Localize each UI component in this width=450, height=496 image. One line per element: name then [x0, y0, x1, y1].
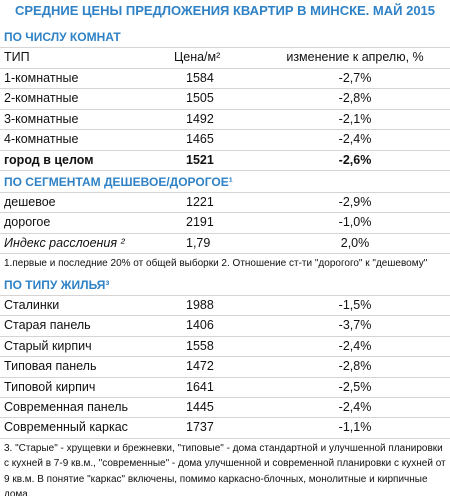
- table-cell: 1492: [186, 111, 214, 126]
- separator: [0, 170, 450, 171]
- separator: [0, 212, 450, 214]
- separator: [0, 108, 450, 110]
- table-cell: -3,7%: [338, 318, 372, 333]
- section-heading: ПО СЕГМЕНТАМ ДЕШЕВОЕ/ДОРОГОЕ¹: [4, 175, 233, 189]
- separator: [0, 68, 450, 69]
- separator: [0, 437, 450, 439]
- separator: [0, 88, 450, 90]
- title: СРЕДНИЕ ЦЕНЫ ПРЕДЛОЖЕНИЯ КВАРТИР В МИНСК…: [14, 3, 436, 18]
- table-cell: -1,5%: [338, 298, 372, 312]
- table-cell: 1988: [186, 298, 214, 312]
- table-cell: 1465: [186, 132, 214, 147]
- table-cell: 1,79: [186, 235, 211, 250]
- table-cell: 1406: [186, 318, 214, 333]
- column-header: ТИП: [4, 50, 30, 64]
- table-cell: 1505: [186, 91, 214, 106]
- table-cell: 4-комнатные: [4, 132, 79, 147]
- table-cell: 3-комнатные: [4, 111, 79, 126]
- separator: [0, 253, 450, 255]
- table-cell: дорогое: [4, 215, 51, 230]
- table-cell: -2,4%: [338, 400, 372, 414]
- section-heading: ПО ЧИСЛУ КОМНАТ: [4, 30, 121, 44]
- column-header: изменение к апрелю, %: [286, 50, 424, 64]
- separator: [0, 47, 450, 48]
- table-cell: -2,7%: [338, 71, 372, 85]
- table-cell: 1445: [186, 400, 214, 414]
- table-cell: -2,4%: [338, 338, 372, 353]
- separator: [0, 397, 450, 398]
- table-cell: Индекс расслоения ²: [4, 235, 125, 250]
- separator: [0, 315, 450, 317]
- table-cell: 1641: [186, 379, 214, 394]
- table-cell: Старый кирпич: [4, 338, 92, 353]
- separator: [0, 417, 450, 419]
- table-cell: 1737: [186, 420, 214, 435]
- separator: [0, 376, 450, 378]
- separator: [0, 129, 450, 131]
- separator: [0, 356, 450, 358]
- table-cell: Современная панель: [4, 400, 129, 414]
- separator: [0, 149, 450, 151]
- table-cell: -2,9%: [338, 195, 372, 209]
- table-cell: 2,0%: [340, 235, 370, 250]
- table-cell: Типовой кирпич: [4, 379, 96, 394]
- section-heading: ПО ТИПУ ЖИЛЬЯ³: [4, 278, 110, 292]
- table-cell: Типовая панель: [4, 359, 97, 374]
- column-header: Цена/м²: [174, 50, 221, 64]
- table-cell: -2,6%: [338, 152, 372, 167]
- table-cell: -2,5%: [338, 379, 372, 394]
- separator: [0, 335, 450, 337]
- table-cell: 1221: [186, 195, 214, 209]
- table-cell: -2,8%: [338, 359, 372, 374]
- table-cell: 2191: [186, 215, 214, 230]
- table-cell: 1558: [186, 338, 214, 353]
- table-cell: 2-комнатные: [4, 91, 79, 106]
- table-cell: -1,1%: [338, 420, 372, 435]
- table-cell: город в целом: [4, 152, 94, 167]
- table-cell: Современный каркас: [4, 420, 128, 435]
- table-cell: 1472: [186, 359, 214, 374]
- table-cell: -1,0%: [338, 215, 372, 230]
- table-cell: 1584: [186, 71, 214, 85]
- separator: [0, 232, 450, 234]
- separator: [0, 295, 450, 296]
- footnote: 1.первые и последние 20% от общей выборк…: [4, 258, 428, 270]
- separator: [0, 192, 450, 193]
- table-cell: Старая панель: [4, 318, 91, 333]
- table-cell: -2,4%: [338, 132, 372, 147]
- table-cell: 1521: [186, 152, 214, 167]
- table-cell: Сталинки: [4, 298, 60, 312]
- table-cell: 1-комнатные: [4, 71, 79, 85]
- footnote: 3. "Старые" - хрущевки и брежневки, "тип…: [4, 442, 446, 496]
- table-cell: -2,1%: [338, 111, 372, 126]
- table-cell: -2,8%: [338, 91, 372, 106]
- table-cell: дешевое: [4, 195, 56, 209]
